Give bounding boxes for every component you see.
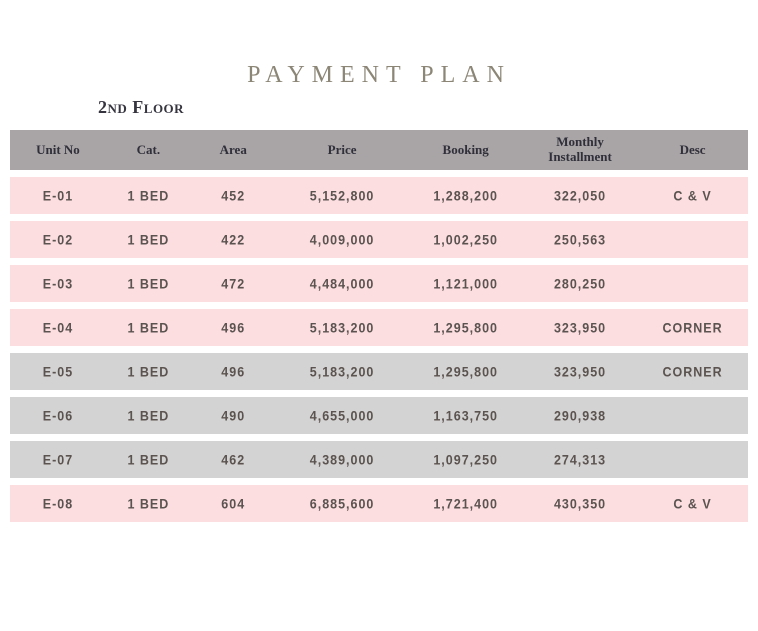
cell-cat: 1 BED	[127, 231, 170, 248]
cell-monthly-installment: 290,938	[553, 407, 607, 424]
cell-booking: 1,163,750	[433, 407, 498, 424]
cell-desc: C & V	[673, 187, 712, 204]
table-row: E-08 1 BED 604 6,885,600 1,721,400 430,3…	[10, 485, 748, 522]
table-row: E-04 1 BED 496 5,183,200 1,295,800 323,9…	[10, 309, 748, 346]
header-desc: Desc	[679, 141, 706, 157]
page-title: PAYMENT PLAN	[247, 62, 511, 88]
table-row: E-02 1 BED 422 4,009,000 1,002,250 250,5…	[10, 221, 748, 258]
table-row: E-03 1 BED 472 4,484,000 1,121,000 280,2…	[10, 265, 748, 302]
cell-cat: 1 BED	[127, 275, 170, 292]
table-row: E-07 1 BED 462 4,389,000 1,097,250 274,3…	[10, 441, 748, 478]
cell-booking: 1,295,800	[433, 319, 498, 336]
cell-unit-no: E-07	[42, 451, 74, 468]
cell-monthly-installment: 274,313	[553, 451, 607, 468]
header-unit-no: Unit No	[36, 141, 80, 157]
cell-monthly-installment: 430,350	[553, 495, 607, 512]
cell-unit-no: E-06	[42, 407, 74, 424]
table-row: E-01 1 BED 452 5,152,800 1,288,200 322,0…	[10, 177, 748, 214]
cell-desc: C & V	[673, 495, 712, 512]
cell-unit-no: E-03	[42, 275, 74, 292]
cell-monthly-installment: 280,250	[553, 275, 607, 292]
cell-cat: 1 BED	[127, 407, 170, 424]
cell-price: 4,484,000	[309, 275, 375, 292]
cell-monthly-installment: 322,050	[553, 187, 607, 204]
cell-cat: 1 BED	[127, 495, 170, 512]
cell-price: 4,389,000	[309, 451, 375, 468]
header-monthly-installment-label: Monthly Installment	[548, 134, 612, 164]
cell-area: 604	[221, 495, 246, 512]
cell-monthly-installment: 323,950	[553, 363, 607, 380]
cell-unit-no: E-08	[42, 495, 74, 512]
header-booking: Booking	[442, 141, 489, 157]
cell-desc: CORNER	[662, 363, 723, 380]
cell-price: 4,655,000	[309, 407, 375, 424]
header-monthly-installment: Monthly Installment	[523, 134, 637, 165]
cell-price: 6,885,600	[309, 495, 375, 512]
cell-booking: 1,721,400	[433, 495, 498, 512]
cell-price: 5,183,200	[309, 319, 375, 336]
cell-price: 5,183,200	[309, 363, 375, 380]
cell-unit-no: E-04	[42, 319, 74, 336]
floor-subtitle: 2nd Floor	[98, 97, 185, 117]
cell-cat: 1 BED	[127, 363, 170, 380]
cell-monthly-installment: 323,950	[553, 319, 607, 336]
table-row: E-05 1 BED 496 5,183,200 1,295,800 323,9…	[10, 353, 748, 390]
cell-unit-no: E-05	[42, 363, 74, 380]
cell-area: 472	[221, 275, 246, 292]
cell-unit-no: E-02	[42, 231, 74, 248]
cell-area: 452	[221, 187, 246, 204]
cell-booking: 1,097,250	[433, 451, 498, 468]
cell-price: 5,152,800	[309, 187, 375, 204]
header-price: Price	[327, 141, 357, 157]
cell-booking: 1,002,250	[433, 231, 498, 248]
cell-booking: 1,121,000	[433, 275, 498, 292]
cell-monthly-installment: 250,563	[553, 231, 607, 248]
header-cat: Cat.	[136, 141, 161, 157]
cell-area: 496	[221, 319, 246, 336]
cell-cat: 1 BED	[127, 187, 170, 204]
table-header-row: Unit No Cat. Area Price Booking Monthly …	[10, 130, 748, 170]
cell-desc: CORNER	[662, 319, 723, 336]
header-area: Area	[219, 141, 247, 157]
cell-area: 462	[221, 451, 246, 468]
cell-unit-no: E-01	[42, 187, 74, 204]
cell-booking: 1,288,200	[433, 187, 498, 204]
cell-area: 490	[221, 407, 246, 424]
cell-cat: 1 BED	[127, 319, 170, 336]
cell-price: 4,009,000	[309, 231, 375, 248]
cell-area: 496	[221, 363, 246, 380]
cell-booking: 1,295,800	[433, 363, 498, 380]
cell-cat: 1 BED	[127, 451, 170, 468]
cell-area: 422	[221, 231, 246, 248]
payment-plan-table: Unit No Cat. Area Price Booking Monthly …	[10, 130, 748, 522]
table-row: E-06 1 BED 490 4,655,000 1,163,750 290,9…	[10, 397, 748, 434]
